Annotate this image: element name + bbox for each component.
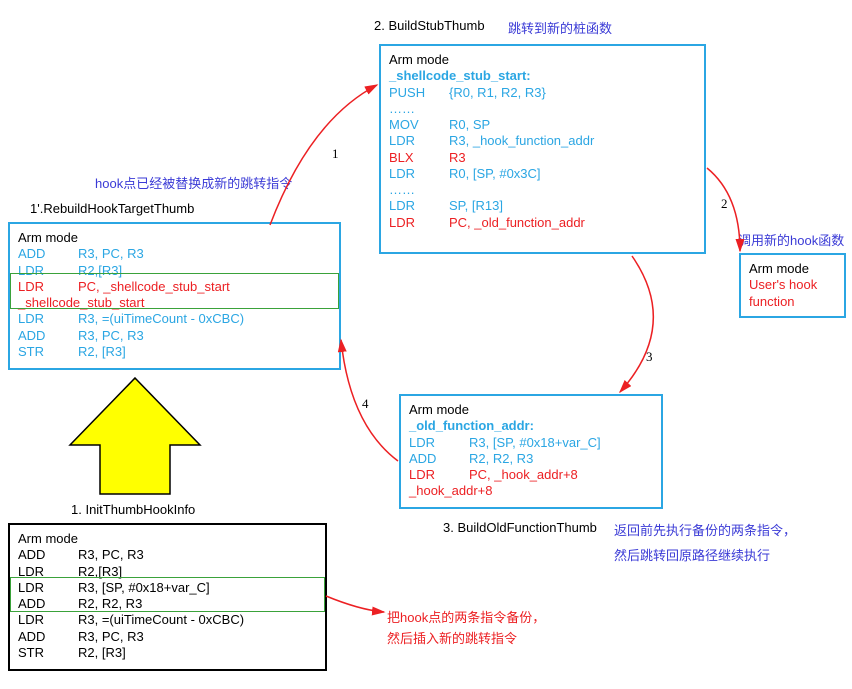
- step-1: 1: [332, 146, 339, 162]
- box-userhook: Arm mode User's hook function: [739, 253, 846, 318]
- mode-label: Arm mode: [409, 402, 653, 418]
- backup-note1: 把hook点的两条指令备份，: [387, 607, 545, 626]
- init-lines: ADDR3, PC, R3LDRR2,[R3]LDRR3, [SP, #0x18…: [18, 547, 317, 661]
- step3-sub2: 然后跳转回原路径继续执行: [614, 545, 770, 564]
- hook-l1: User's hook: [749, 277, 836, 293]
- step3-title: 3. BuildOldFunctionThumb: [443, 520, 597, 535]
- step-2: 2: [721, 196, 728, 212]
- instruction-line: STRR2, [R3]: [18, 344, 331, 360]
- instruction-line: ADDR3, PC, R3: [18, 246, 331, 262]
- instruction-line: LDRR3, =(uiTimeCount - 0xCBC): [18, 311, 331, 327]
- instruction-line: STRR2, [R3]: [18, 645, 317, 661]
- step2-sub: 跳转到新的桩函数: [508, 18, 612, 37]
- instruction-line: LDRR2,[R3]: [18, 564, 317, 580]
- instruction-line: ……: [389, 101, 696, 117]
- instruction-line: _hook_addr+8: [409, 483, 653, 499]
- call-hook: 调用新的hook函数: [738, 230, 844, 249]
- instruction-line: LDRPC, _hook_addr+8: [409, 467, 653, 483]
- box-initthumb: Arm mode ADDR3, PC, R3LDRR2,[R3]LDRR3, […: [8, 523, 327, 671]
- instruction-line: _shellcode_stub_start: [18, 295, 331, 311]
- instruction-line: LDRR2,[R3]: [18, 263, 331, 279]
- arrow-3: [620, 256, 653, 392]
- rebuild-lines: ADDR3, PC, R3LDRR2,[R3]LDRPC, _shellcode…: [18, 246, 331, 360]
- arrow-4: [341, 340, 398, 461]
- mode-label: Arm mode: [389, 52, 696, 68]
- mode-label: Arm mode: [18, 230, 331, 246]
- oldfunc-lines: LDRR3, [SP, #0x18+var_C]ADDR2, R2, R3LDR…: [409, 435, 653, 500]
- mode-label: Arm mode: [749, 261, 836, 277]
- box-stubthumb: Arm mode _shellcode_stub_start: PUSH{R0,…: [379, 44, 706, 254]
- step2-title: 2. BuildStubThumb: [374, 18, 485, 33]
- hook-note: hook点已经被替换成新的跳转指令: [95, 173, 292, 192]
- box-oldfunc: Arm mode _old_function_addr: LDRR3, [SP,…: [399, 394, 663, 509]
- instruction-line: ADDR3, PC, R3: [18, 328, 331, 344]
- instruction-line: LDRPC, _shellcode_stub_start: [18, 279, 331, 295]
- hook-l2: function: [749, 294, 836, 310]
- yellow-arrow: [70, 378, 200, 494]
- step1prime: 1'.RebuildHookTargetThumb: [30, 201, 194, 216]
- instruction-line: LDRR3, _hook_function_addr: [389, 133, 696, 149]
- step-4: 4: [362, 396, 369, 412]
- instruction-line: LDRR3, [SP, #0x18+var_C]: [18, 580, 317, 596]
- instruction-line: PUSH{R0, R1, R2, R3}: [389, 85, 696, 101]
- instruction-line: BLXR3: [389, 150, 696, 166]
- stub-label: _shellcode_stub_start:: [389, 68, 696, 84]
- step3-sub1: 返回前先执行备份的两条指令，: [614, 520, 796, 539]
- instruction-line: MOVR0, SP: [389, 117, 696, 133]
- instruction-line: ADDR2, R2, R3: [409, 451, 653, 467]
- backup-note2: 然后插入新的跳转指令: [387, 628, 517, 647]
- oldfunc-label: _old_function_addr:: [409, 418, 653, 434]
- instruction-line: LDRPC, _old_function_addr: [389, 215, 696, 231]
- instruction-line: LDRR0, [SP, #0x3C]: [389, 166, 696, 182]
- instruction-line: LDRR3, [SP, #0x18+var_C]: [409, 435, 653, 451]
- instruction-line: ADDR3, PC, R3: [18, 547, 317, 563]
- instruction-line: LDRSP, [R13]: [389, 198, 696, 214]
- instruction-line: ……: [389, 182, 696, 198]
- instruction-line: ADDR3, PC, R3: [18, 629, 317, 645]
- instruction-line: ADDR2, R2, R3: [18, 596, 317, 612]
- box-rebuild: Arm mode ADDR3, PC, R3LDRR2,[R3]LDRPC, _…: [8, 222, 341, 370]
- mode-label: Arm mode: [18, 531, 317, 547]
- arrow-1: [270, 85, 377, 225]
- arrow-backup: [326, 596, 384, 612]
- step-3: 3: [646, 349, 653, 365]
- step1-title: 1. InitThumbHookInfo: [71, 502, 195, 517]
- stub-lines: PUSH{R0, R1, R2, R3}……MOVR0, SPLDRR3, _h…: [389, 85, 696, 231]
- instruction-line: LDRR3, =(uiTimeCount - 0xCBC): [18, 612, 317, 628]
